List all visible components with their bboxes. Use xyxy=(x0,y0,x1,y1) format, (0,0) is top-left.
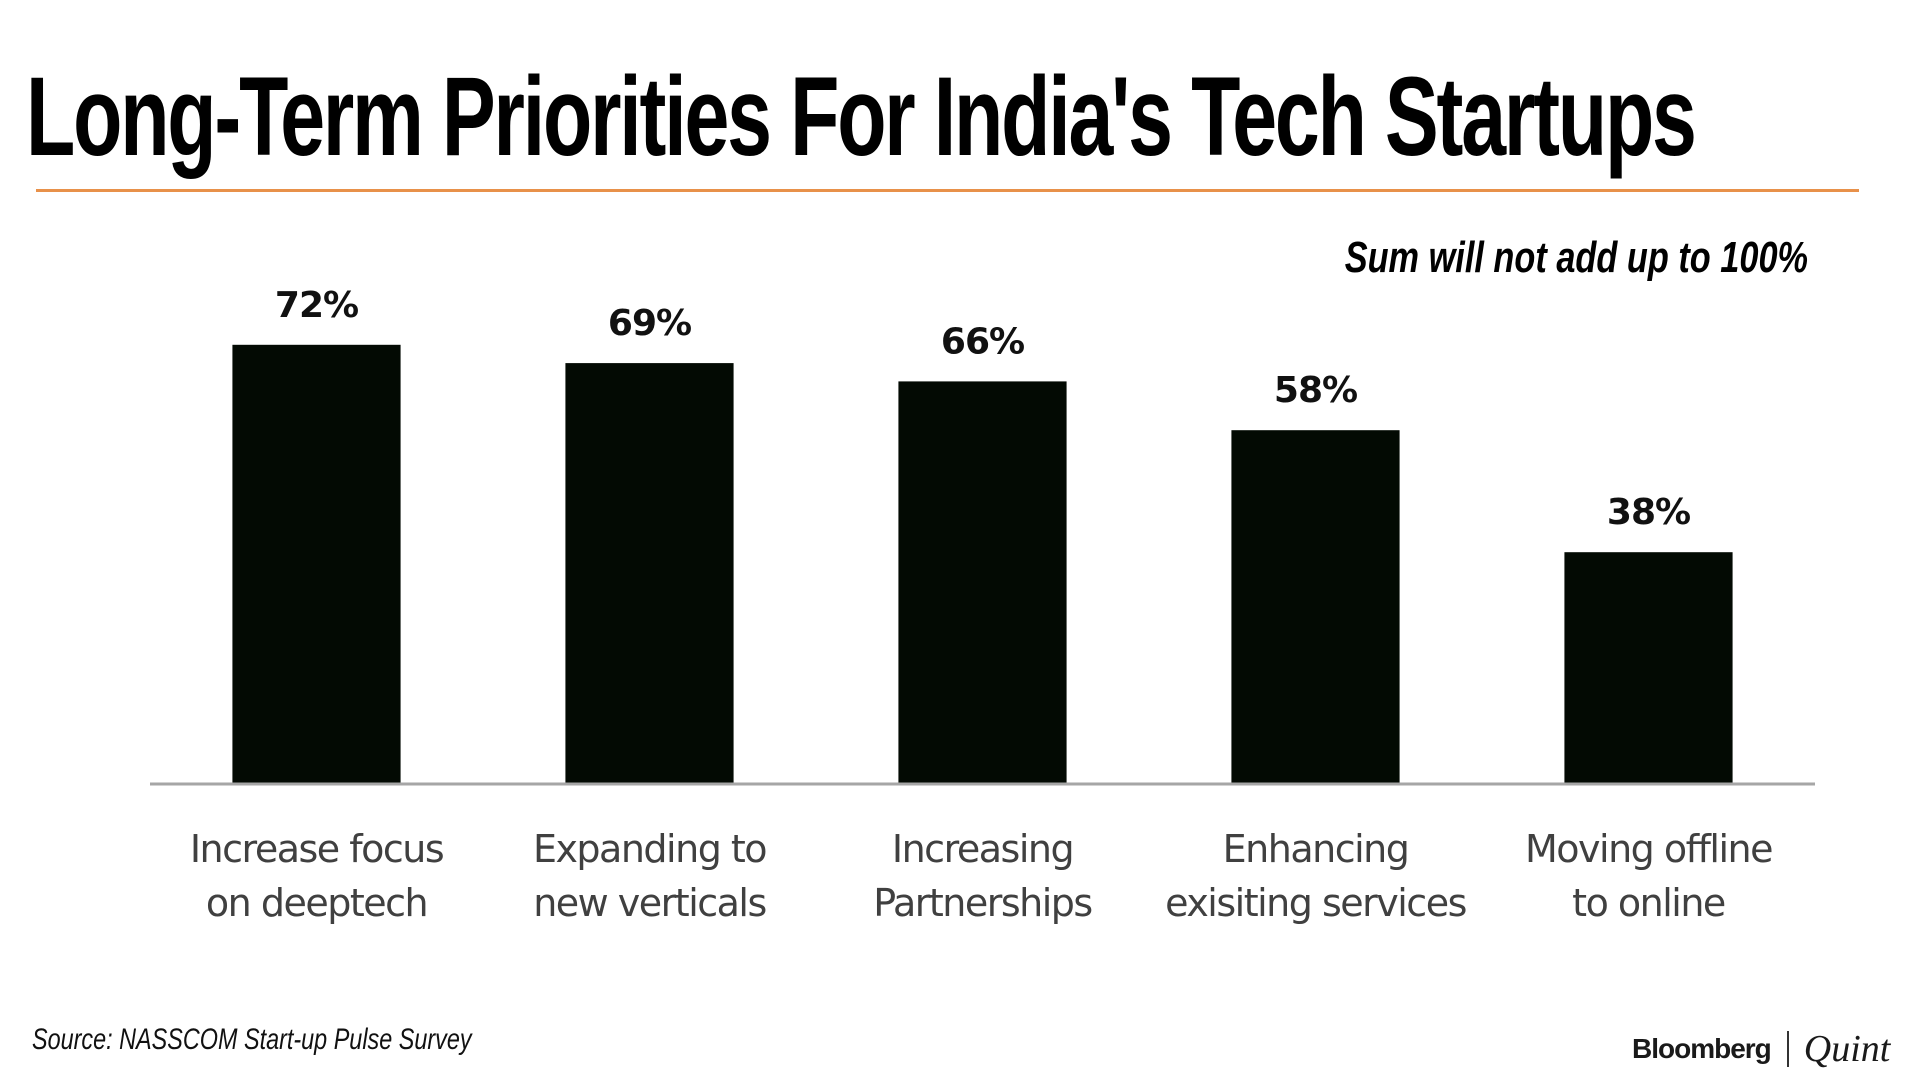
value-label: 38% xyxy=(1607,492,1690,533)
bar xyxy=(1231,430,1400,784)
category-labels-group: Increase focus on deeptech Expanding to new… xyxy=(190,827,1774,925)
bar xyxy=(565,363,734,784)
category-label: Increase focus xyxy=(190,827,443,871)
value-label: 66% xyxy=(941,321,1024,362)
page-title: Long-Term Priorities For India's Tech St… xyxy=(26,54,1697,179)
value-label: 69% xyxy=(608,303,691,344)
bar xyxy=(1564,552,1733,784)
brand-bloomberg: Bloomberg xyxy=(1632,1033,1772,1064)
bar xyxy=(898,381,1067,784)
category-label: new verticals xyxy=(533,881,766,925)
category-label: Expanding to xyxy=(533,827,766,871)
category-label: Increasing xyxy=(892,827,1073,871)
value-labels-group: 72% 69% 66% 58% 38% xyxy=(275,285,1691,533)
category-label: Enhancing xyxy=(1223,827,1409,871)
category-label: Moving offline xyxy=(1525,827,1772,871)
category-label: on deeptech xyxy=(206,881,427,925)
source-note: Source: NASSCOM Start-up Pulse Survey xyxy=(32,1023,472,1056)
brand-quint: Quint xyxy=(1803,1028,1891,1070)
category-label: Partnerships xyxy=(873,881,1091,925)
title-underline xyxy=(36,189,1859,192)
bar xyxy=(232,344,401,784)
value-label: 58% xyxy=(1274,370,1357,411)
category-label: to online xyxy=(1572,881,1725,925)
brand-divider xyxy=(1786,1031,1789,1067)
bars-group xyxy=(232,344,1733,784)
brand-logo: Bloomberg Quint xyxy=(1632,1027,1890,1071)
category-label: exisiting services xyxy=(1165,881,1466,925)
chart-annotation: Sum will not add up to 100% xyxy=(1344,233,1808,282)
value-label: 72% xyxy=(275,285,358,326)
